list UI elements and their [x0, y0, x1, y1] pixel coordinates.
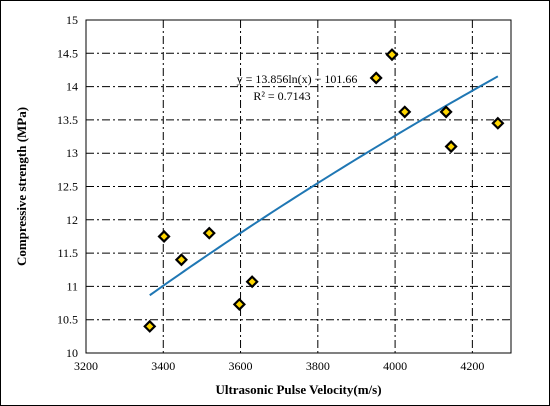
data-point [444, 139, 458, 154]
data-point [232, 297, 246, 311]
grid [85, 19, 511, 354]
data-point [245, 275, 259, 289]
y-tick-label: 12 [66, 213, 78, 227]
y-tick-label: 14.5 [57, 46, 78, 60]
data-point [157, 229, 171, 244]
y-tick-label: 12.5 [57, 180, 78, 194]
data-point [439, 105, 453, 119]
y-tick-label: 10.5 [57, 313, 78, 327]
data-point [143, 319, 157, 333]
data-point [369, 71, 383, 85]
data-point [398, 105, 412, 119]
x-axis-title: Ultrasonic Pulse Velocity(m/s) [215, 382, 381, 397]
r-squared-label: R² = 0.7143 [253, 89, 310, 103]
y-tick-label: 11.5 [57, 246, 78, 260]
data-point [491, 116, 505, 130]
x-axis-ticks: 3200 3400 3600 3800 4000 4200 [74, 359, 484, 373]
y-tick-label: 13.5 [57, 113, 78, 127]
x-tick-label: 3400 [151, 359, 175, 373]
data-point [202, 226, 216, 240]
x-tick-label: 3800 [306, 359, 330, 373]
y-tick-label: 15 [66, 13, 78, 27]
y-tick-label: 10 [66, 346, 78, 360]
y-tick-label: 13 [66, 146, 78, 160]
x-tick-label: 3200 [74, 359, 98, 373]
y-tick-label: 14 [66, 80, 78, 94]
data-points [143, 48, 505, 333]
trendline [149, 75, 499, 297]
y-axis-ticks: 10 10.5 11 11.5 12 12.5 13 13.5 14 14.5 15 [57, 13, 78, 360]
x-tick-label: 3600 [229, 359, 253, 373]
x-tick-label: 4000 [383, 359, 407, 373]
y-tick-label: 11 [66, 279, 78, 293]
plot-area-border [85, 19, 512, 354]
y-axis-title: Compressive strength (MPa) [14, 107, 29, 266]
x-tick-label: 4200 [460, 359, 484, 373]
data-point [385, 48, 399, 62]
data-point [174, 253, 188, 267]
trendline-equation: y = 13.856ln(x) − 101.66 [237, 72, 358, 86]
